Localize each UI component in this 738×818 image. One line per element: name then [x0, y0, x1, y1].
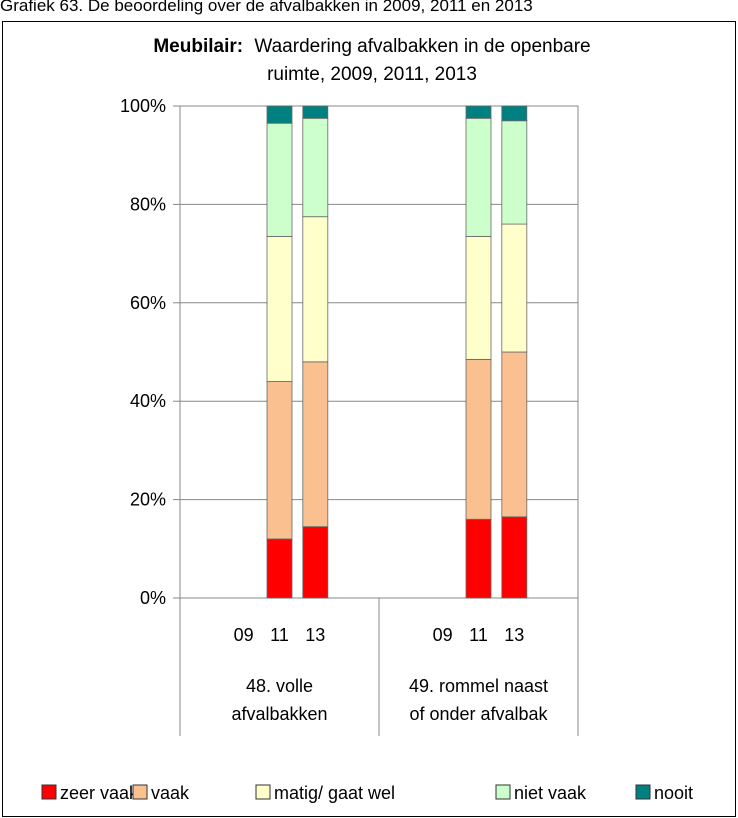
bar-segment	[266, 381, 293, 540]
x-year-label: 13	[305, 625, 325, 645]
x-year-label: 11	[270, 625, 289, 645]
y-tick-label: 0%	[140, 588, 166, 608]
legend-swatch	[132, 784, 148, 800]
figure-caption: Grafiek 63. De beoordeling over de afval…	[0, 0, 533, 15]
legend-label: niet vaak	[514, 783, 587, 803]
bar-segment	[465, 117, 492, 237]
legend-label: zeer vaak	[60, 783, 139, 803]
bar-segment	[501, 351, 528, 518]
legend-label: matig/ gaat wel	[274, 783, 395, 803]
bar-segment	[302, 105, 329, 119]
bar-segment	[302, 526, 329, 599]
x-group-label: 48. volle	[246, 676, 313, 696]
x-year-label: 09	[234, 625, 254, 645]
bar-segment	[501, 120, 528, 225]
bar-segment	[266, 122, 293, 237]
y-tick-label: 60%	[130, 293, 166, 313]
x-group-label: of onder afvalbak	[409, 704, 548, 724]
legend-label: nooit	[654, 783, 693, 803]
chart-frame	[2, 21, 736, 817]
y-tick-label: 40%	[130, 391, 166, 411]
bar-segment	[266, 235, 293, 382]
bar-segment	[302, 361, 329, 528]
chart-title-line1: Meubilair: Waardering afvalbakken in de …	[153, 36, 590, 57]
bar-segment	[501, 105, 528, 122]
x-year-label: 09	[433, 625, 453, 645]
bar-segment	[501, 516, 528, 599]
bar-segment	[465, 358, 492, 520]
bar-segment	[302, 117, 329, 218]
bar-segment	[465, 235, 492, 360]
chart-title-bold: Meubilair:	[153, 36, 243, 57]
y-tick-label: 20%	[130, 490, 166, 510]
bar-segment	[266, 538, 293, 599]
legend-label: vaak	[151, 783, 190, 803]
chart-title-rest: Waardering afvalbakken in de openbare	[254, 36, 590, 57]
chart-title-line2: ruimte, 2009, 2011, 2013	[267, 64, 477, 85]
x-group-label: afvalbakken	[231, 704, 327, 724]
x-year-label: 11	[469, 625, 488, 645]
legend-swatch	[41, 784, 57, 800]
x-group-label: 49. rommel naast	[409, 676, 548, 696]
bar-segment	[501, 223, 528, 353]
y-tick-label: 100%	[120, 96, 166, 116]
bar-segment	[465, 518, 492, 599]
legend-swatch	[495, 784, 511, 800]
legend-swatch	[255, 784, 271, 800]
bar-segment	[465, 105, 492, 119]
bar-segment	[266, 105, 293, 124]
x-year-label: 13	[504, 625, 524, 645]
y-tick-label: 80%	[130, 194, 166, 214]
legend-swatch	[635, 784, 651, 800]
bar-segment	[302, 216, 329, 363]
